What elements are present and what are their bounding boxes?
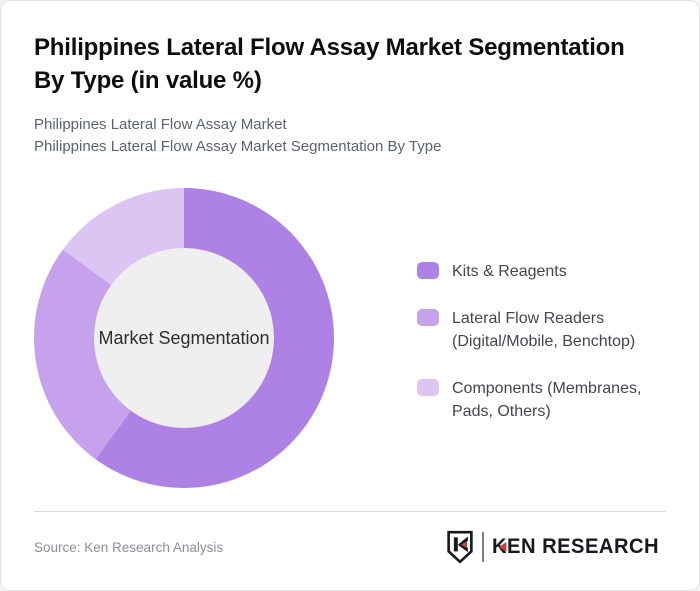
source-note: Source: Ken Research Analysis [34, 539, 224, 555]
legend-item-components: Components (Membranes, Pads, Others) [417, 377, 641, 423]
subtitle-line2: Philippines Lateral Flow Assay Market Se… [34, 138, 442, 155]
brand-wordmark: KEN RESEARCH [492, 535, 659, 559]
page-title-line2: By Type (in value %) [34, 67, 262, 94]
legend-swatch-components [417, 379, 439, 396]
donut-chart: Market Segmentation [34, 188, 334, 488]
chart-area: Market Segmentation Kits & Reagents Late… [34, 188, 666, 488]
legend-label: Lateral Flow Readers (Digital/Mobile, Be… [452, 307, 635, 353]
legend-label: Components (Membranes, Pads, Others) [452, 377, 641, 423]
chart-legend: Kits & Reagents Lateral Flow Readers (Di… [417, 260, 641, 447]
page-title-line1: Philippines Lateral Flow Assay Market Se… [34, 34, 625, 61]
footer-divider [34, 511, 666, 512]
ken-research-shield-icon [447, 530, 473, 564]
page-title: Philippines Lateral Flow Assay Market Se… [34, 31, 666, 97]
subtitle: Philippines Lateral Flow Assay Market Ph… [34, 114, 666, 158]
legend-swatch-kits-reagents [417, 262, 439, 279]
subtitle-line1: Philippines Lateral Flow Assay Market [34, 116, 287, 133]
logo-divider [481, 532, 484, 562]
donut-center-label: Market Segmentation [98, 327, 270, 348]
legend-text: Components (Membranes, [452, 380, 642, 397]
ken-research-logo: KEN RESEARCH [446, 530, 666, 564]
legend-text: Pads, Others) [452, 403, 551, 420]
legend-label: Kits & Reagents [452, 260, 567, 283]
legend-item-kits-reagents: Kits & Reagents [417, 260, 641, 283]
legend-text: Kits & Reagents [452, 263, 567, 280]
legend-text: (Digital/Mobile, Benchtop) [452, 333, 636, 350]
brand-name: KEN RESEARCH [491, 535, 660, 558]
brand-red-arrow-icon [498, 542, 507, 552]
legend-item-lateral-flow-readers: Lateral Flow Readers (Digital/Mobile, Be… [417, 307, 641, 353]
legend-swatch-lateral-flow-readers [417, 309, 439, 326]
legend-text: Lateral Flow Readers [452, 310, 605, 327]
footer: Source: Ken Research Analysis KEN RESEAR… [34, 512, 666, 564]
donut-center: Market Segmentation [94, 248, 274, 428]
